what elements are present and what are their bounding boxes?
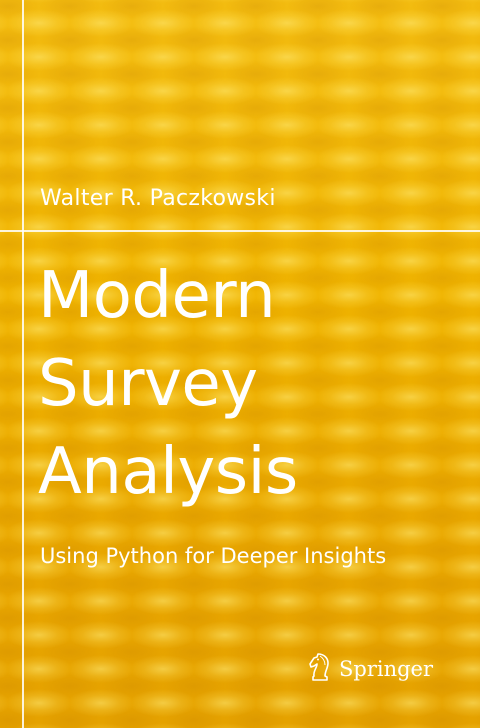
title-line-1: Modern [38,259,276,333]
title-line-3: Analysis [38,435,298,509]
title-line-2: Survey [38,347,258,421]
book-subtitle: Using Python for Deeper Insights [40,544,387,568]
chess-knight-icon [307,652,333,686]
book-title: Modern Survey Analysis [38,252,458,516]
author-name: Walter R. Paczkowski [40,186,276,211]
publisher-logo: Springer [307,652,433,686]
vertical-rule [22,0,24,728]
publisher-name: Springer [339,657,434,681]
horizontal-rule [0,230,480,232]
